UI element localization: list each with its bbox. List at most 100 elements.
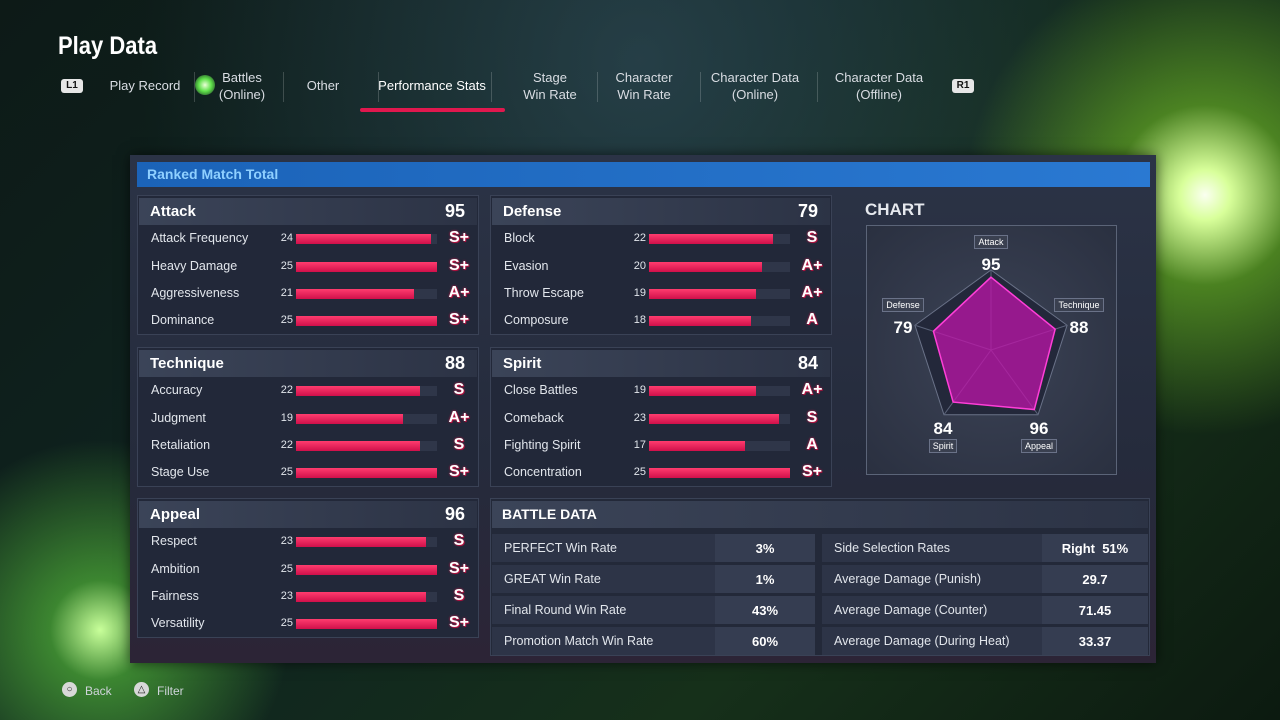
button-label[interactable]: Back [85, 684, 112, 698]
stat-bar [296, 592, 426, 602]
radar-axis-value: 79 [893, 318, 913, 337]
stat-bar [649, 386, 757, 396]
stat-bar [649, 262, 762, 272]
tab-label: Play Record [109, 78, 181, 93]
tab-label: Win Rate [523, 87, 577, 102]
stat-value: 22 [280, 439, 293, 451]
stat-grade: S [806, 229, 818, 246]
stat-value: 17 [633, 439, 646, 451]
battle-data-label: Average Damage (Punish) [834, 572, 982, 586]
stat-name: Evasion [504, 259, 549, 273]
button-icon[interactable]: ○ [62, 682, 77, 697]
stat-name: Close Battles [504, 383, 578, 397]
stat-value: 19 [633, 384, 646, 396]
stat-grade: A+ [801, 257, 823, 274]
nav-tab[interactable]: Character Win Rate [569, 69, 719, 103]
stat-grade: A+ [448, 409, 470, 426]
battle-data-value: 43% [751, 603, 779, 618]
nav-tab[interactable]: Stage Win Rate [475, 69, 625, 103]
tab-label: Performance Stats [378, 78, 486, 93]
value-cell [715, 565, 815, 593]
stat-bar [296, 289, 415, 299]
nav-tab[interactable]: Performance Stats [357, 77, 507, 94]
shoulder-button[interactable]: R1 [952, 79, 974, 93]
battle-data-header [492, 501, 1148, 528]
nav-tab[interactable]: Play Record [70, 77, 220, 94]
category-name: Appeal [150, 506, 201, 523]
stat-value: 22 [280, 384, 293, 396]
radar-axis-label: Technique [1039, 298, 1119, 312]
tab-divider [377, 72, 379, 102]
category-total: 96 [444, 504, 465, 524]
battle-data-label: PERFECT Win Rate [504, 541, 617, 555]
category-total: 79 [797, 201, 818, 221]
radar-chart [914, 269, 1068, 416]
stat-grade: S+ [448, 560, 469, 577]
battle-data-label: Final Round Win Rate [504, 603, 627, 617]
stat-name: Composure [504, 313, 569, 327]
stat-value: 25 [280, 563, 293, 575]
category-name: Technique [150, 355, 224, 372]
battle-data-label: Average Damage (Counter) [834, 603, 988, 617]
button-label[interactable]: Filter [157, 684, 184, 698]
battle-data-value: 60% [751, 634, 779, 649]
stat-value: 23 [280, 590, 293, 602]
stat-box-header [492, 350, 830, 377]
stat-value: 21 [280, 287, 293, 299]
stat-box-header [492, 198, 830, 225]
value-cell [1042, 596, 1148, 624]
battle-data-value: 33.37 [1078, 634, 1112, 649]
stat-value: 24 [280, 232, 293, 244]
stat-name: Accuracy [151, 383, 203, 397]
stat-grade: S+ [801, 463, 822, 480]
stat-grade: S [806, 409, 818, 426]
stat-bar [296, 234, 432, 244]
battle-data-value: 71.45 [1078, 603, 1112, 618]
stat-value: 22 [633, 232, 646, 244]
stat-bar [649, 316, 751, 326]
stat-grade: A+ [801, 381, 823, 398]
stat-grade: A [806, 436, 818, 453]
battle-data-label: GREAT Win Rate [504, 572, 601, 586]
stat-bar [296, 386, 421, 396]
stat-value: 23 [633, 412, 646, 424]
stat-bar [649, 234, 774, 244]
tab-divider [597, 72, 598, 102]
stat-value: 25 [280, 314, 293, 326]
nav-tab[interactable]: Battles (Online) [167, 69, 317, 103]
shoulder-button[interactable]: L1 [61, 79, 83, 93]
stat-grade: S+ [448, 463, 469, 480]
category-total: 95 [444, 201, 465, 221]
panel-header [137, 162, 1150, 187]
online-indicator [195, 75, 215, 95]
stat-grade: A+ [448, 284, 470, 301]
tab-divider [491, 72, 492, 102]
stat-name: Fairness [151, 589, 199, 603]
stat-grade: S [453, 436, 465, 453]
axis-label: Appeal [1020, 439, 1058, 453]
chart-title: CHART [865, 200, 925, 219]
tab-label: Character Data [834, 70, 924, 85]
stat-grade: S+ [448, 614, 469, 631]
stat-name: Block [504, 231, 535, 245]
battle-data-value: 3% [755, 541, 775, 556]
value-cell [1042, 627, 1148, 655]
tab-divider [193, 72, 195, 102]
radar-axis-value: 95 [981, 255, 1001, 274]
stat-grade: S [453, 381, 465, 398]
nav-tab[interactable]: Character Data (Offline) [804, 69, 954, 103]
button-icon[interactable]: △ [134, 682, 149, 697]
nav-tab[interactable]: Character Data (Online) [680, 69, 830, 103]
nav-tab[interactable]: Other [248, 77, 398, 94]
radar-area [932, 276, 1057, 411]
axis-label: Attack [974, 235, 1008, 249]
stat-grade: S [453, 532, 465, 549]
radar-axis-value: 88 [1069, 318, 1089, 337]
battle-data-value: 29.7 [1082, 572, 1108, 587]
stat-bar [296, 565, 437, 575]
value-cell [715, 534, 815, 562]
radar-axis-label: Spirit [903, 439, 983, 453]
axis-label: Defense [882, 298, 924, 312]
stat-bar [649, 414, 779, 424]
category-total: 88 [444, 353, 465, 373]
